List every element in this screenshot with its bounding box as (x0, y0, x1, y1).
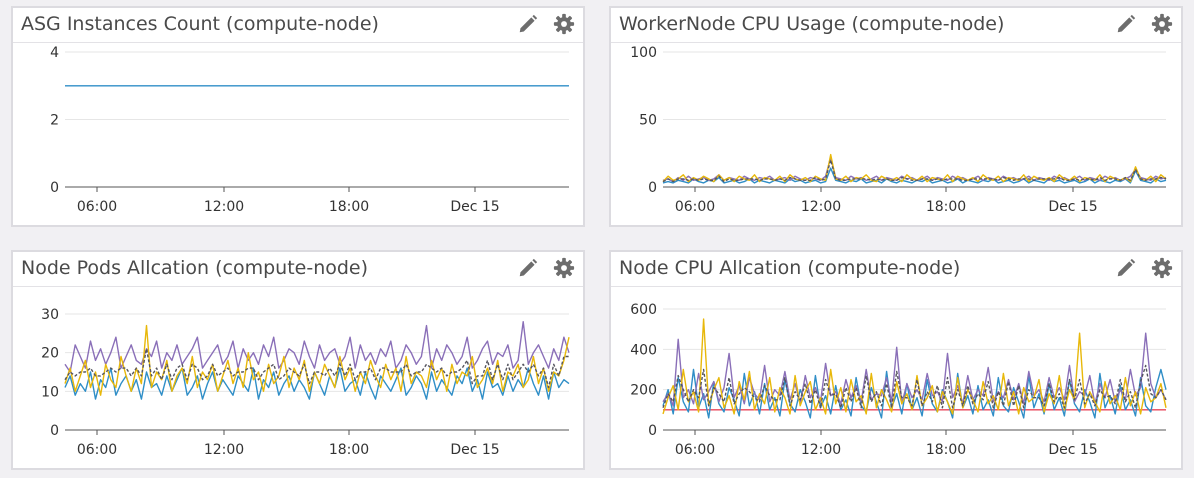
gear-icon[interactable] (553, 257, 575, 279)
pencil-icon[interactable] (517, 13, 539, 35)
x-tick-label: 12:00 (801, 199, 841, 215)
x-tick-label: Dec 15 (450, 199, 499, 215)
y-tick-label: 0 (648, 423, 657, 439)
panel-tools (517, 257, 575, 279)
panel-tools (1115, 13, 1173, 35)
panel-header: WorkerNode CPU Usage (compute-node) (611, 8, 1181, 43)
x-tick-label: 06:00 (675, 442, 715, 458)
panel-header: ASG Instances Count (compute-node) (13, 8, 583, 43)
panel-title: ASG Instances Count (compute-node) (21, 13, 379, 35)
y-tick-label: 4 (50, 45, 59, 61)
x-tick-label: 18:00 (926, 442, 966, 458)
x-tick-label: 06:00 (77, 442, 117, 458)
panel-asg-instances-count: ASG Instances Count (compute-node) 0 2 4 06… (11, 6, 585, 227)
x-tick-label: 12:00 (801, 442, 841, 458)
x-tick-label: 18:00 (329, 442, 369, 458)
x-tick-label: 12:00 (204, 442, 244, 458)
panel-node-cpu-allocation: Node CPU Allcation (compute-node) 0 200 40… (609, 250, 1183, 470)
y-tick-label: 20 (41, 346, 59, 362)
panel-title: WorkerNode CPU Usage (compute-node) (619, 13, 1005, 35)
gear-icon[interactable] (1151, 13, 1173, 35)
x-tick-label: 18:00 (329, 199, 369, 215)
x-tick-label: Dec 15 (1048, 199, 1097, 215)
x-tick-label: 06:00 (77, 199, 117, 215)
x-tick-label: Dec 15 (450, 442, 499, 458)
chart-workernode-cpu: 0 50 100 06:00 12:00 18:00 Dec 15 (630, 45, 1167, 215)
panel-workernode-cpu-usage: WorkerNode CPU Usage (compute-node) 0 50 1… (609, 6, 1183, 227)
y-tick-label: 400 (630, 342, 657, 358)
chart-asg-instances: 0 2 4 06:00 12:00 18:00 Dec 15 (50, 45, 569, 215)
panel-title: Node Pods Allcation (compute-node) (21, 257, 369, 279)
x-tick-label: Dec 15 (1048, 442, 1097, 458)
panel-header: Node Pods Allcation (compute-node) (13, 252, 583, 287)
chart-node-cpu: 0 200 400 600 06:00 12:00 18:00 Dec 15 (630, 302, 1167, 458)
panel-tools (517, 13, 575, 35)
y-tick-label: 10 (41, 384, 59, 400)
gear-icon[interactable] (1151, 257, 1173, 279)
y-tick-label: 50 (639, 113, 657, 129)
gear-icon[interactable] (553, 13, 575, 35)
panel-node-pods-allocation: Node Pods Allcation (compute-node) 0 10 20… (11, 250, 585, 470)
y-tick-label: 100 (630, 45, 657, 61)
y-tick-label: 0 (50, 180, 59, 196)
series-line-dark (64, 348, 569, 389)
x-tick-label: 06:00 (675, 199, 715, 215)
series-line-dark (662, 364, 1167, 409)
y-tick-label: 0 (648, 180, 657, 196)
y-tick-label: 0 (50, 423, 59, 439)
y-tick-label: 200 (630, 383, 657, 399)
y-tick-label: 2 (50, 113, 59, 129)
y-tick-label: 600 (630, 302, 657, 318)
pencil-icon[interactable] (517, 257, 539, 279)
series-line-blue (64, 367, 570, 400)
x-tick-label: 18:00 (926, 199, 966, 215)
series-line-yellow (662, 318, 1167, 415)
panel-title: Node CPU Allcation (compute-node) (619, 257, 961, 279)
y-tick-label: 30 (41, 307, 59, 323)
x-tick-label: 12:00 (204, 199, 244, 215)
chart-node-pods: 0 10 20 30 06:00 12:00 18:00 Dec 15 (41, 307, 570, 458)
series-line-yellow (64, 324, 570, 396)
pencil-icon[interactable] (1115, 257, 1137, 279)
series-line-purple (64, 321, 570, 373)
panel-header: Node CPU Allcation (compute-node) (611, 252, 1181, 287)
panel-tools (1115, 257, 1173, 279)
pencil-icon[interactable] (1115, 13, 1137, 35)
series-line-dark (662, 159, 1167, 183)
